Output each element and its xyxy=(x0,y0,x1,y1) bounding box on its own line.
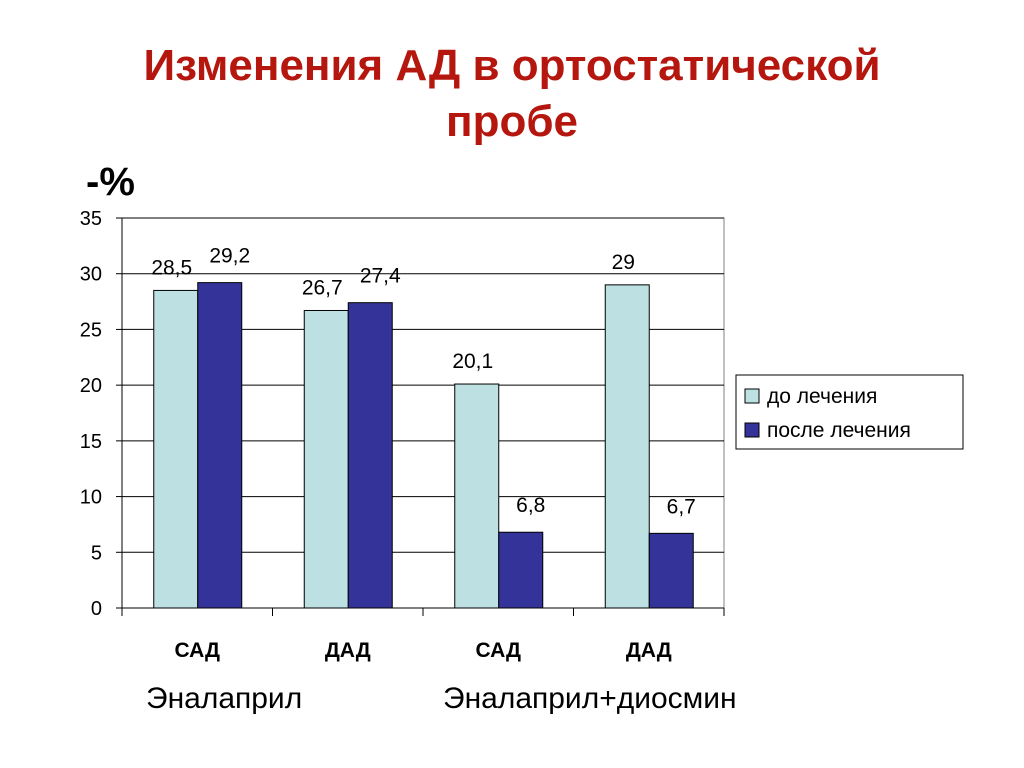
bar xyxy=(498,531,544,609)
data-label: 6,8 xyxy=(516,494,545,517)
bar xyxy=(604,284,650,609)
data-label: 26,7 xyxy=(302,276,343,299)
data-label: 6,7 xyxy=(667,495,696,518)
x-tick-label: САД xyxy=(174,639,220,662)
y-tick-label: 35 xyxy=(80,208,102,230)
bar xyxy=(454,383,500,609)
x-tick-label: САД xyxy=(475,639,521,662)
data-label: 27,4 xyxy=(360,265,401,288)
y-tick-label: 30 xyxy=(80,264,102,286)
legend-swatch xyxy=(744,388,760,404)
unit-label: -% xyxy=(86,160,135,204)
legend-entry: после лечения xyxy=(767,419,911,442)
y-tick-label: 10 xyxy=(80,487,102,509)
chart-title: Изменения АД в ортостатической пробе xyxy=(0,38,1024,150)
bar xyxy=(153,289,199,609)
data-label: 29 xyxy=(612,251,635,274)
group-label-enalapril-diosmin: Эналаприл+диосмин xyxy=(443,682,737,715)
legend-swatch xyxy=(744,422,760,438)
y-tick-label: 5 xyxy=(91,542,102,564)
y-tick-label: 25 xyxy=(80,319,102,341)
bar xyxy=(197,282,243,609)
group-label-enalapril: Эналаприл xyxy=(146,682,303,715)
chart-title-line-2: пробе xyxy=(446,97,578,146)
chart-title-line-1: Изменения АД в ортостатической xyxy=(143,41,881,90)
bar xyxy=(347,302,393,609)
y-tick-label: 15 xyxy=(80,431,102,453)
legend-box xyxy=(735,374,964,450)
y-tick-label: 20 xyxy=(80,375,102,397)
bar xyxy=(648,532,694,609)
bar xyxy=(303,309,349,609)
legend-entry: до лечения xyxy=(767,385,877,408)
y-tick-label: 0 xyxy=(91,598,102,620)
data-label: 28,5 xyxy=(151,256,192,279)
data-label: 29,2 xyxy=(209,245,250,268)
x-tick-label: ДАД xyxy=(325,639,371,662)
x-tick-label: ДАД xyxy=(626,639,672,662)
data-label: 20,1 xyxy=(452,350,493,373)
